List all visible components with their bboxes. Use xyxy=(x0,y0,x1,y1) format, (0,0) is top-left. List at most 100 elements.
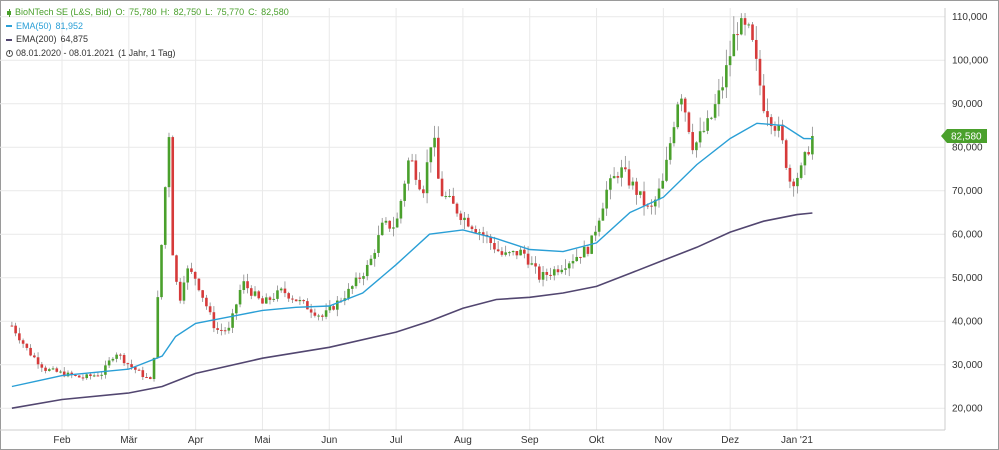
candle-body[interactable] xyxy=(298,300,302,302)
candle-body[interactable] xyxy=(594,231,597,236)
candle-body[interactable] xyxy=(171,137,175,256)
candle-body[interactable] xyxy=(635,181,638,195)
candle-body[interactable] xyxy=(377,235,380,253)
candle-body[interactable] xyxy=(552,269,556,276)
candle-body[interactable] xyxy=(40,364,44,368)
candle-body[interactable] xyxy=(89,374,92,376)
candle-body[interactable] xyxy=(365,264,369,277)
candle-body[interactable] xyxy=(268,297,272,300)
candle-body[interactable] xyxy=(107,360,111,366)
candle-body[interactable] xyxy=(515,250,519,256)
candle-body[interactable] xyxy=(14,325,17,334)
candle-body[interactable] xyxy=(530,263,534,265)
candle-body[interactable] xyxy=(481,232,485,235)
candle-body[interactable] xyxy=(493,243,496,250)
candle-body[interactable] xyxy=(444,195,448,197)
candle-body[interactable] xyxy=(294,299,298,302)
candle-body[interactable] xyxy=(276,290,279,299)
candle-body[interactable] xyxy=(437,137,440,179)
candle-body[interactable] xyxy=(373,252,377,259)
candle-body[interactable] xyxy=(182,282,186,301)
candle-body[interactable] xyxy=(743,18,747,25)
candle-body[interactable] xyxy=(317,315,320,317)
candle-body[interactable] xyxy=(736,34,739,36)
candle-body[interactable] xyxy=(470,226,474,230)
candle-body[interactable] xyxy=(160,244,163,298)
candle-body[interactable] xyxy=(631,181,635,186)
candle-body[interactable] xyxy=(766,111,769,118)
candle-body[interactable] xyxy=(691,132,694,151)
candle-body[interactable] xyxy=(287,293,290,299)
candle-body[interactable] xyxy=(627,169,631,186)
candle-body[interactable] xyxy=(463,217,466,221)
candle-body[interactable] xyxy=(223,330,227,332)
candle-body[interactable] xyxy=(799,165,803,178)
candle-body[interactable] xyxy=(100,374,103,376)
candle-body[interactable] xyxy=(384,220,388,223)
candle-body[interactable] xyxy=(732,34,736,57)
candle-body[interactable] xyxy=(721,87,724,91)
candle-body[interactable] xyxy=(474,229,478,233)
candle-body[interactable] xyxy=(541,272,545,280)
candle-body[interactable] xyxy=(392,227,395,229)
candle-body[interactable] xyxy=(560,269,564,273)
candle-body[interactable] xyxy=(788,167,792,182)
candle-body[interactable] xyxy=(44,367,47,371)
candle-body[interactable] xyxy=(25,343,29,348)
candle-body[interactable] xyxy=(47,369,51,371)
candle-body[interactable] xyxy=(642,191,646,206)
candle-body[interactable] xyxy=(309,309,313,313)
candle-body[interactable] xyxy=(96,375,100,377)
candle-body[interactable] xyxy=(739,18,743,35)
candle-body[interactable] xyxy=(668,143,672,160)
candle-body[interactable] xyxy=(500,251,504,255)
candle-body[interactable] xyxy=(653,199,657,207)
candle-body[interactable] xyxy=(18,333,21,341)
candle-body[interactable] xyxy=(137,369,141,371)
candle-body[interactable] xyxy=(639,191,642,195)
candle-body[interactable] xyxy=(403,183,406,201)
candle-body[interactable] xyxy=(519,249,522,256)
candle-body[interactable] xyxy=(369,258,373,265)
candle-body[interactable] xyxy=(208,306,212,313)
candle-body[interactable] xyxy=(336,300,339,310)
candle-body[interactable] xyxy=(661,180,665,189)
candle-body[interactable] xyxy=(249,288,253,296)
candle-body[interactable] xyxy=(784,140,788,168)
candle-body[interactable] xyxy=(253,291,257,296)
candle-body[interactable] xyxy=(807,152,810,155)
candle-body[interactable] xyxy=(698,131,702,143)
candle-body[interactable] xyxy=(36,357,40,365)
candle-body[interactable] xyxy=(205,297,208,307)
candle-body[interactable] xyxy=(122,355,126,364)
candle-body[interactable] xyxy=(74,375,77,377)
candle-body[interactable] xyxy=(347,288,350,299)
candle-body[interactable] xyxy=(597,220,601,232)
candle-body[interactable] xyxy=(264,297,268,304)
candle-body[interactable] xyxy=(332,306,335,310)
candle-body[interactable] xyxy=(582,246,586,258)
candle-body[interactable] xyxy=(279,288,283,291)
candle-body[interactable] xyxy=(676,104,680,128)
candle-body[interactable] xyxy=(564,268,567,270)
candle-body[interactable] xyxy=(410,160,414,162)
candle-body[interactable] xyxy=(624,167,627,170)
candle-body[interactable] xyxy=(134,367,137,370)
candle-body[interactable] xyxy=(504,252,507,255)
candle-body[interactable] xyxy=(163,187,167,245)
candle-body[interactable] xyxy=(186,268,189,283)
candle-body[interactable] xyxy=(156,297,160,358)
candle-body[interactable] xyxy=(451,195,455,204)
candle-body[interactable] xyxy=(231,313,234,328)
candle-body[interactable] xyxy=(796,177,799,187)
candle-body[interactable] xyxy=(769,117,773,127)
candle-body[interactable] xyxy=(811,135,814,155)
candle-body[interactable] xyxy=(59,371,62,373)
candle-body[interactable] xyxy=(238,289,242,305)
candle-body[interactable] xyxy=(111,358,115,361)
candle-body[interactable] xyxy=(523,249,526,254)
candle-body[interactable] xyxy=(119,354,122,356)
candle-body[interactable] xyxy=(324,310,328,317)
candle-body[interactable] xyxy=(758,58,762,86)
candle-body[interactable] xyxy=(478,232,481,234)
